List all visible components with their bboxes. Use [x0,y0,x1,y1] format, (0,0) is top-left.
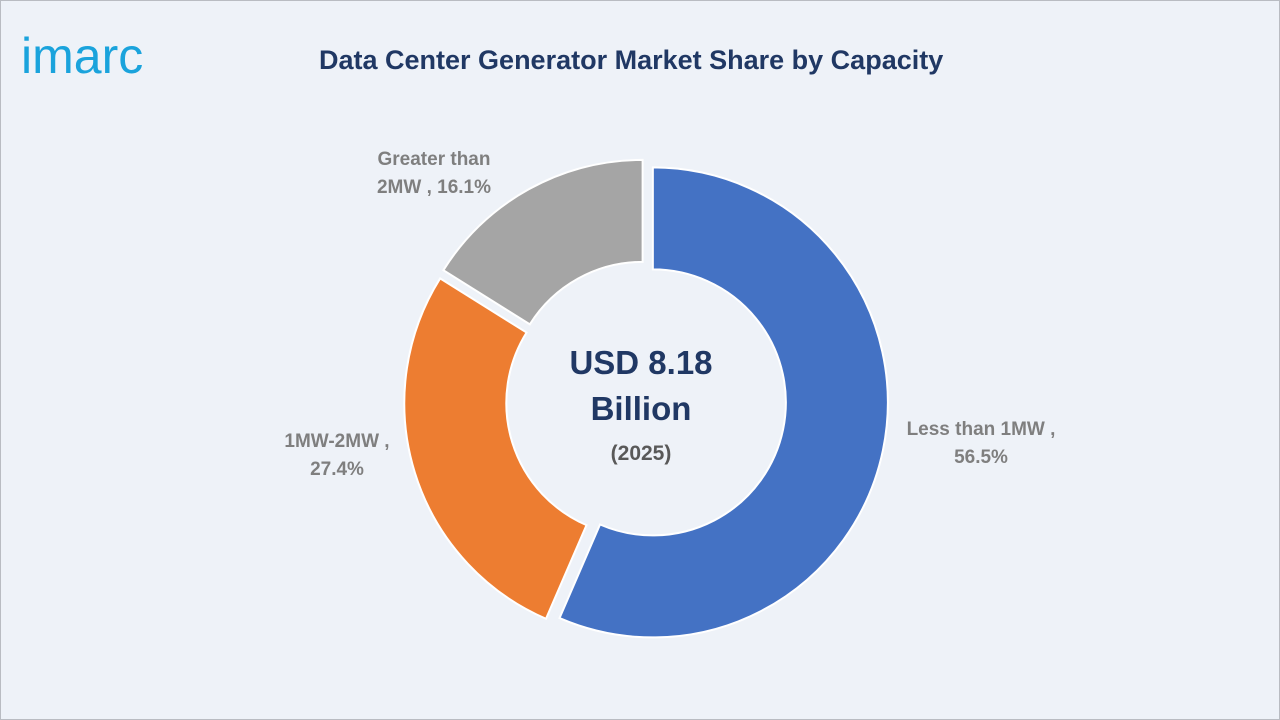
svg-text:imarc: imarc [21,28,143,83]
center-label: USD 8.18 Billion (2025) [569,344,712,465]
label-group: Less than 1MW , 56.5% 1MW-2MW , 27.4% Greate… [284,149,1055,480]
data-label-name: Greater than [378,149,491,170]
data-label-name: Less than 1MW , [907,419,1056,440]
slice-greater-than-2mw [442,158,644,326]
data-label-name: 1MW-2MW , [284,431,389,452]
slice-less-than-1mw [558,166,889,639]
slice-group [403,158,889,639]
slice-1mw-2mw [403,277,588,621]
center-unit: Billion [591,390,692,427]
data-label-value: 27.4% [310,459,364,480]
chart-title: Data Center Generator Market Share by Ca… [319,45,944,75]
data-label-value: 2MW , 16.1% [377,177,491,198]
center-year: (2025) [611,442,672,465]
center-value: USD 8.18 [569,344,712,381]
imarc-logo: imarc [19,15,209,83]
data-label-value: 56.5% [954,447,1008,468]
